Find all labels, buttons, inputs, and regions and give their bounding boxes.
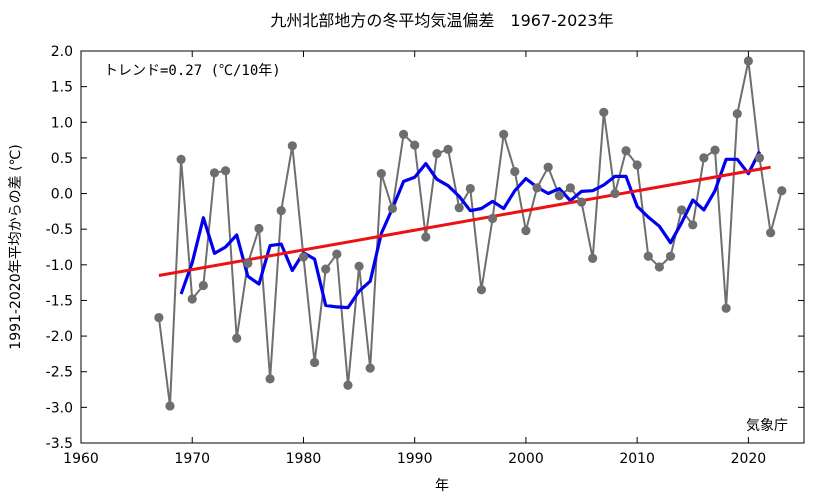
annual-anomaly-point — [354, 261, 364, 271]
annual-anomaly-point — [454, 203, 464, 213]
annual-anomaly-point — [187, 294, 197, 304]
annual-anomaly-point — [677, 205, 687, 215]
annual-anomaly-point — [766, 228, 776, 238]
series-layer — [154, 56, 787, 411]
y-tick-label: -1.0 — [46, 258, 73, 274]
y-tick-label: -2.0 — [46, 329, 73, 345]
annual-anomaly-point — [476, 285, 487, 295]
x-tick-label: 1960 — [63, 451, 99, 467]
annual-anomaly-point — [543, 162, 553, 172]
annual-anomaly-point — [554, 191, 564, 201]
y-tick-label: -3.0 — [46, 400, 73, 416]
annual-anomaly-point — [721, 303, 731, 313]
annual-anomaly-point — [665, 251, 676, 261]
annual-anomaly-point — [309, 357, 320, 368]
source-label: 気象庁 — [746, 418, 788, 434]
annual-anomaly-point — [298, 252, 309, 262]
annual-anomaly-point — [521, 226, 531, 236]
y-tick-label: -1.5 — [46, 293, 73, 309]
x-tick-label: 2020 — [731, 451, 767, 467]
annual-anomaly-point — [699, 153, 709, 163]
moving-average-line — [179, 150, 761, 310]
annual-anomaly-point — [754, 153, 765, 163]
annual-anomaly-point — [221, 166, 231, 176]
annual-anomaly-point — [243, 258, 253, 268]
y-tick-label: 1.0 — [51, 115, 73, 131]
annual-anomaly-point — [209, 168, 220, 178]
annual-anomaly-point — [321, 264, 331, 274]
plot-frame — [80, 50, 805, 444]
y-tick-label: -3.5 — [46, 436, 73, 452]
x-tick-label: 2010 — [619, 451, 655, 467]
y-tick-label: 0.0 — [51, 187, 73, 203]
annual-anomaly-point — [532, 183, 542, 193]
y-axis-label: 1991-2020年平均からの差 (℃) — [8, 144, 24, 349]
axis-layer: 2.0 1.5 1.0 0.5 0.0 -0.5 -1.0 -1.5 -2.0 -2.5 -3.0 -… — [46, 44, 804, 467]
annual-anomaly-point — [710, 145, 720, 155]
annual-anomaly-point — [232, 333, 242, 343]
annual-anomaly-point — [688, 220, 698, 230]
annual-anomaly-line — [157, 60, 783, 407]
annual-anomaly-point — [599, 107, 609, 117]
x-tick-label: 1980 — [286, 451, 322, 467]
annual-anomaly-point — [176, 154, 186, 164]
annual-anomaly-point — [276, 206, 286, 216]
annual-anomaly-point — [565, 183, 576, 193]
annual-anomaly-point — [632, 160, 642, 170]
annual-anomaly-point — [732, 109, 742, 119]
annual-anomaly-point — [287, 141, 297, 151]
x-tick-label: 1990 — [397, 451, 433, 467]
chart-title: 九州北部地方の冬平均気温偏差 1967-2023年 — [270, 11, 613, 30]
annual-anomaly-point — [443, 144, 453, 154]
y-tick-label: -0.5 — [46, 222, 73, 238]
annual-anomaly-point — [421, 232, 431, 242]
annual-anomaly-point — [365, 363, 375, 373]
annual-anomaly-point — [576, 197, 587, 207]
annual-anomaly-point — [410, 140, 420, 150]
y-tick-label: -2.5 — [46, 365, 73, 381]
annual-anomaly-point — [154, 312, 164, 323]
annual-anomaly-point — [376, 168, 386, 179]
annual-anomaly-point — [654, 262, 665, 272]
annual-anomaly-point — [621, 146, 631, 156]
annual-anomaly-point — [487, 213, 498, 224]
y-tick-label: 0.5 — [51, 151, 73, 167]
annual-anomaly-point — [198, 280, 208, 291]
annual-anomaly-point — [398, 129, 409, 139]
x-tick-label: 2000 — [508, 451, 544, 467]
annual-anomaly-point — [343, 380, 353, 390]
annual-anomaly-point — [743, 56, 753, 66]
annual-anomaly-point — [499, 129, 509, 139]
annual-anomaly-point — [265, 374, 275, 384]
annual-anomaly-point — [465, 183, 475, 194]
x-axis-label: 年 — [435, 478, 449, 494]
annual-anomaly-point — [610, 188, 620, 199]
y-tick-label: 1.5 — [51, 80, 73, 96]
annual-anomaly-point — [432, 149, 442, 159]
annual-anomaly-point — [254, 223, 264, 234]
annual-anomaly-point — [510, 166, 520, 177]
annual-anomaly-point — [643, 251, 653, 261]
annual-anomaly-point — [332, 249, 342, 259]
trend-label: トレンド=0.27 (℃/10年) — [104, 63, 281, 79]
annual-anomaly-point — [777, 186, 787, 196]
x-tick-label: 1970 — [174, 451, 210, 467]
annual-anomaly-point — [588, 253, 598, 264]
annual-anomaly-point — [165, 401, 175, 411]
y-tick-label: 2.0 — [51, 44, 73, 60]
trend-line — [158, 165, 771, 277]
annual-anomaly-point — [387, 203, 398, 214]
